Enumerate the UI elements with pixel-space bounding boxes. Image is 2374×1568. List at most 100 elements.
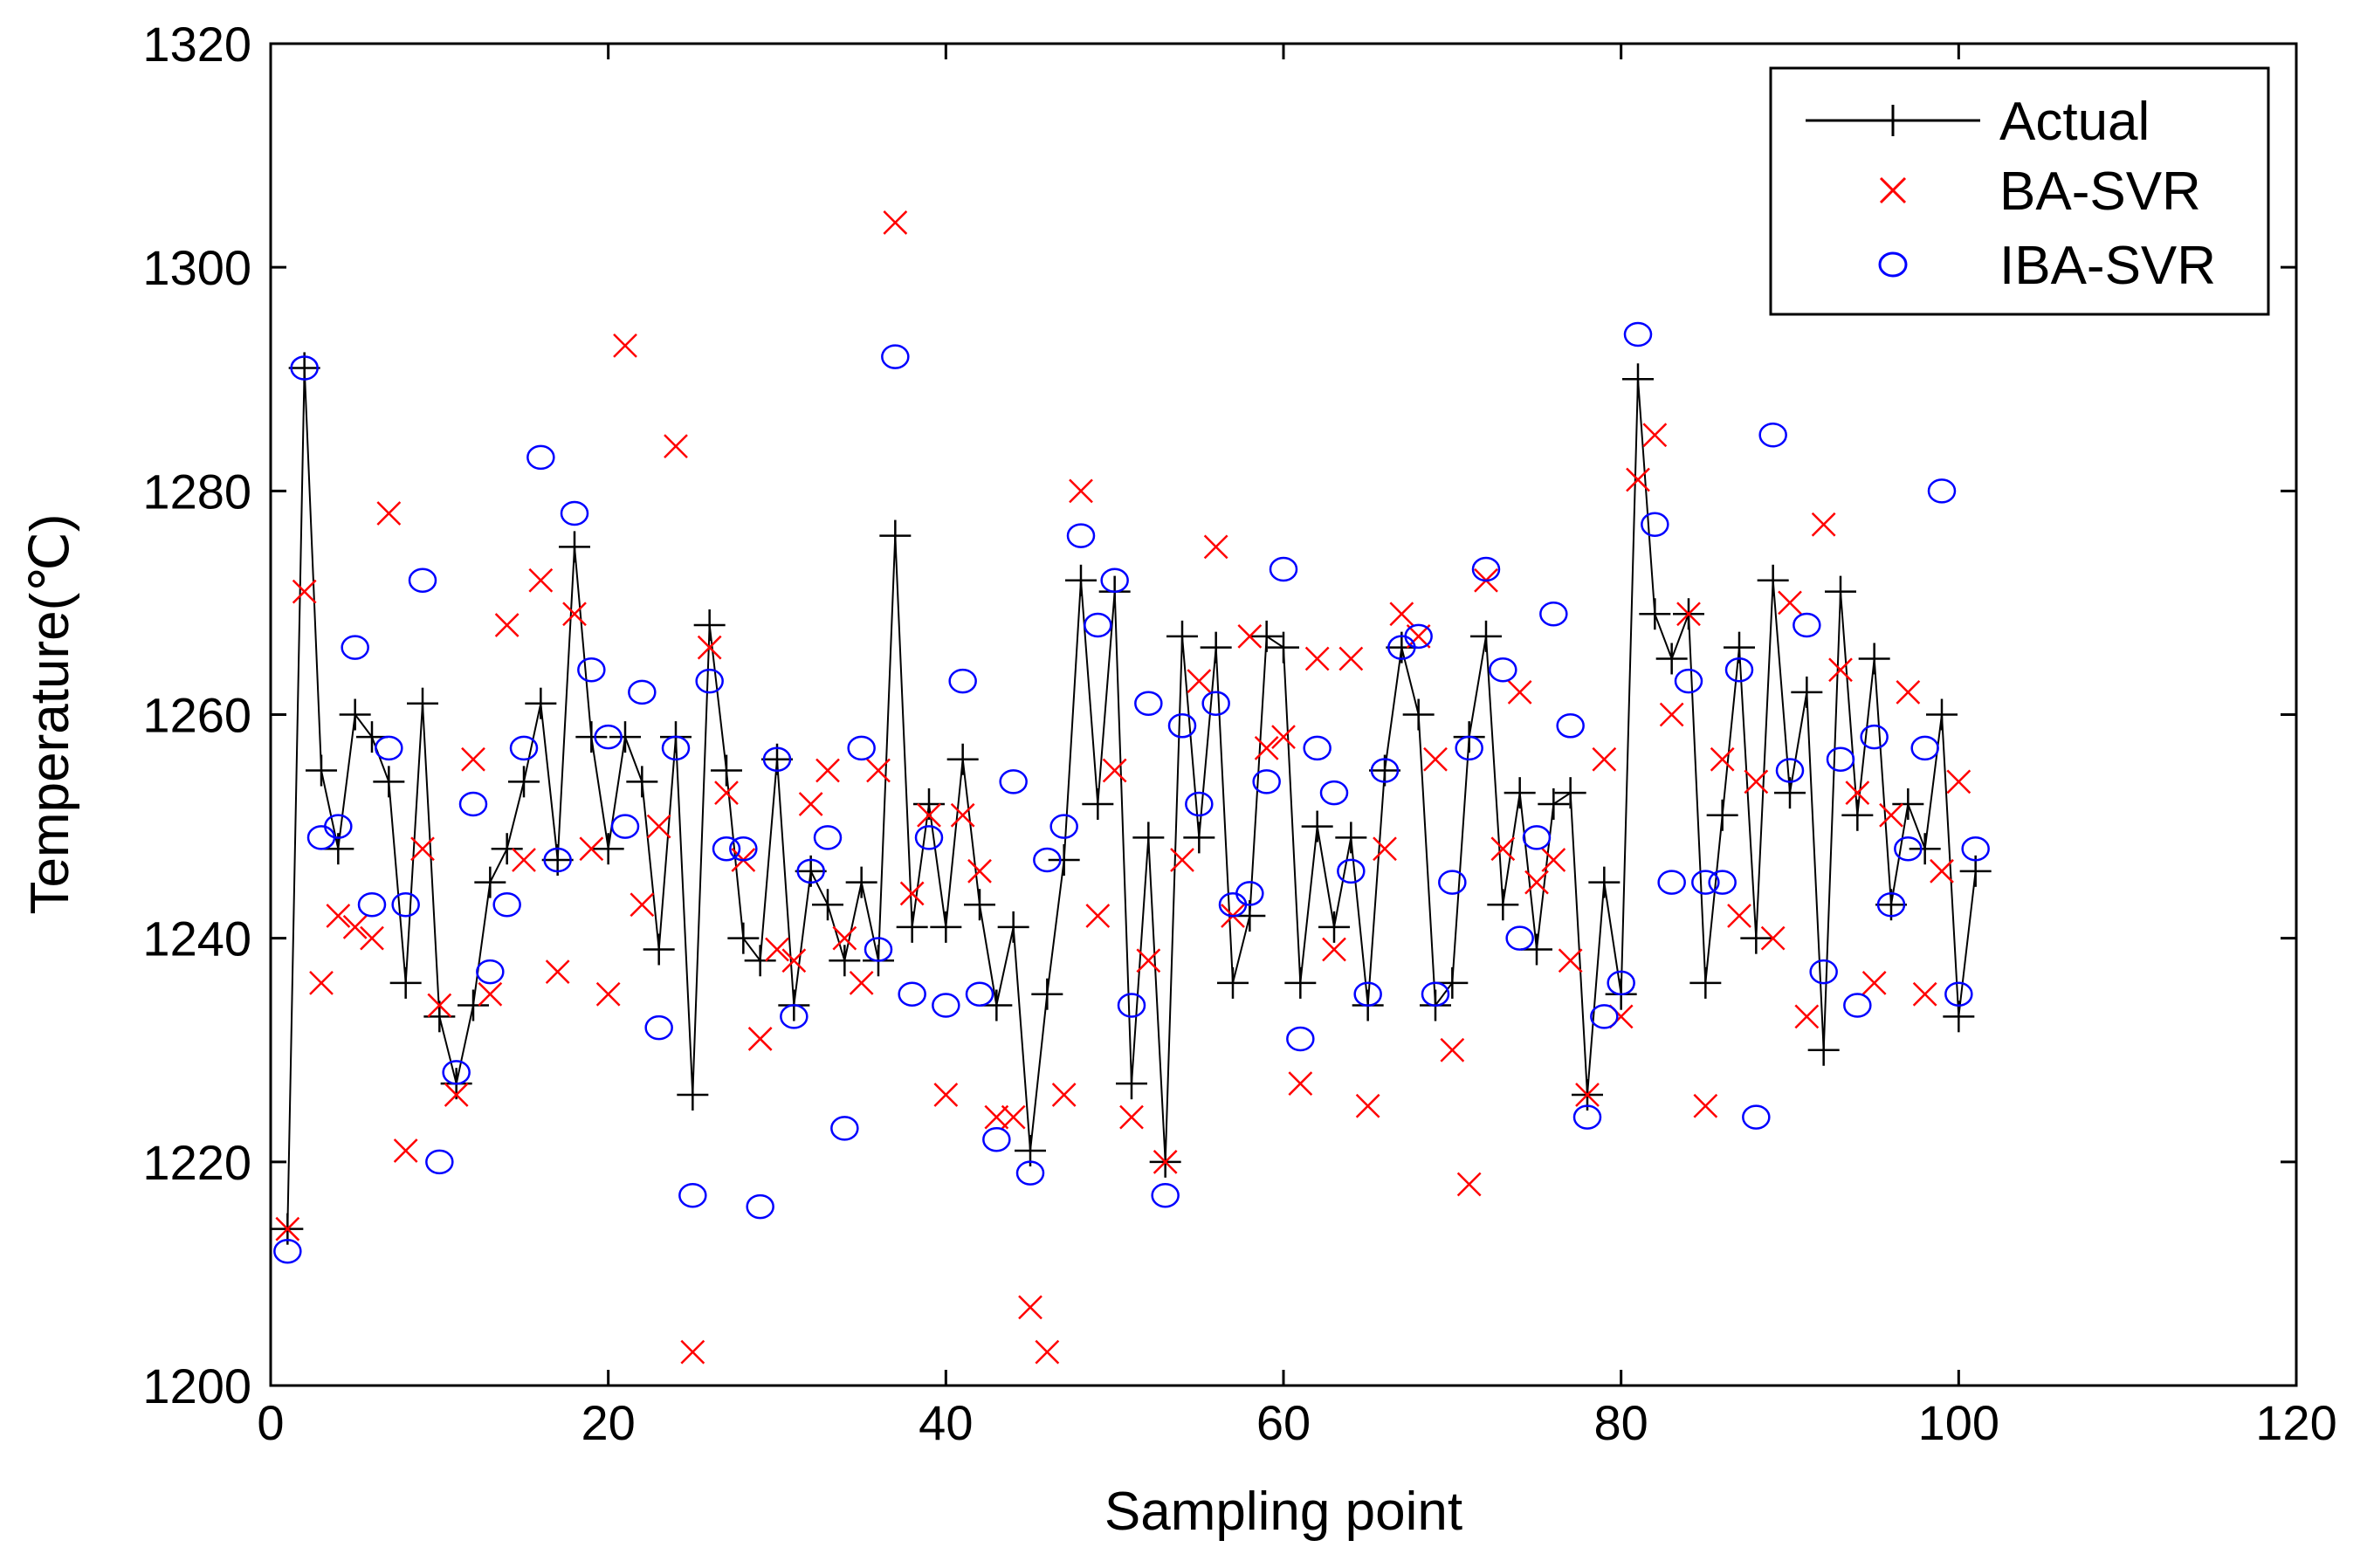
ba-svr-point (1373, 836, 1397, 862)
ba-svr-marker-b (562, 602, 587, 627)
actual-point (1504, 777, 1536, 809)
actual-point (1250, 620, 1283, 652)
ba-svr-point (1085, 904, 1111, 928)
actual-point (407, 687, 438, 719)
actual-point (896, 911, 928, 943)
actual-point (356, 721, 388, 753)
ba-svr-marker-b (512, 848, 536, 872)
iba-svr-point (1252, 769, 1281, 794)
ba-svr-point (1102, 758, 1127, 783)
ba-svr-marker-b (781, 948, 807, 973)
iba-svr-point (965, 981, 994, 1007)
ba-svr-point (545, 959, 570, 984)
actual-point (306, 754, 337, 787)
actual-point (845, 866, 877, 898)
ba-svr-marker-b (595, 981, 621, 1007)
ba-svr-marker-b (630, 892, 655, 918)
ba-svr-marker-b (1304, 646, 1330, 671)
ba-svr-marker-b (697, 635, 722, 660)
ba-svr-marker-b (1035, 1339, 1060, 1365)
ba-svr-marker-b (1254, 736, 1279, 760)
iba-svr-point (1303, 735, 1332, 761)
iba-svr-point (1337, 858, 1366, 884)
y-tick-label: 1300 (142, 240, 251, 295)
actual-point (1470, 620, 1502, 652)
iba-svr-point (1370, 758, 1400, 783)
iba-svr-point (1455, 735, 1483, 761)
ba-svr-point (1828, 657, 1853, 683)
ba-svr-marker-b (1896, 679, 1921, 705)
actual-point (1284, 966, 1317, 999)
actual-point (1825, 575, 1856, 608)
iba-svr-point (1927, 478, 1957, 504)
iba-svr-point (813, 825, 843, 850)
iba-svr-point (560, 500, 589, 526)
ba-svr-marker-b (849, 971, 874, 995)
actual-point (1706, 799, 1738, 831)
ba-svr-marker-b (866, 758, 891, 783)
iba-svr-point (1775, 758, 1805, 783)
ba-svr-marker-b (478, 981, 503, 1007)
ba-svr-point (1710, 746, 1735, 772)
iba-svr-point (628, 679, 657, 705)
iba-svr-point (1894, 836, 1923, 862)
ba-svr-marker-b (1845, 781, 1870, 806)
ba-svr-marker-b (579, 836, 604, 862)
ba-svr-point (1490, 836, 1516, 862)
ba-svr-point (950, 802, 975, 828)
actual-point (559, 531, 590, 563)
iba-svr-point (577, 657, 606, 683)
ba-svr-marker-b (1271, 725, 1296, 750)
ba-svr-point (815, 758, 840, 783)
iba-svr-point (982, 1126, 1011, 1152)
actual-point (1926, 698, 1958, 731)
ba-svr-point (933, 1083, 959, 1107)
ba-svr-point (1626, 467, 1650, 492)
actual-point (1655, 643, 1688, 675)
ba-svr-marker-b (1187, 669, 1212, 693)
actual-point (1757, 564, 1789, 596)
actual-point (1048, 844, 1080, 877)
actual-point (508, 766, 540, 798)
ba-svr-marker-b (1946, 769, 1971, 794)
actual-point (1132, 822, 1165, 854)
iba-svr-point (1860, 724, 1889, 750)
ba-svr-marker-b (1507, 679, 1532, 705)
x-tick-label: 40 (919, 1395, 973, 1450)
ba-svr-point (512, 848, 536, 872)
actual-point (1217, 966, 1249, 999)
iba-svr-point (1421, 981, 1450, 1007)
ba-svr-point (1170, 848, 1194, 872)
actual-point (1689, 966, 1722, 999)
ba-svr-point (1456, 1172, 1482, 1197)
ba-svr-point (866, 758, 891, 783)
ba-svr-marker-b (883, 210, 908, 235)
ba-svr-point (646, 814, 671, 839)
actual-point (1031, 978, 1063, 1010)
ba-svr-marker-b (545, 959, 570, 984)
ba-svr-point (410, 836, 435, 862)
ba-svr-marker-b (393, 1138, 418, 1163)
ba-svr-marker-b (275, 1216, 300, 1241)
actual-point (1301, 810, 1333, 842)
ba-svr-marker-b (815, 758, 840, 783)
actual-point (1116, 1068, 1147, 1100)
actual-point (389, 966, 422, 999)
actual-point (1554, 777, 1586, 809)
actual-point (930, 911, 962, 943)
x-tick-label: 100 (1918, 1395, 1999, 1450)
ba-svr-marker-b (1355, 1093, 1380, 1118)
ba-svr-point (1524, 870, 1549, 895)
ba-svr-point (562, 602, 587, 627)
actual-point (339, 698, 371, 731)
actual-point (1740, 922, 1772, 954)
ba-svr-marker-b (1288, 1071, 1313, 1097)
ba-svr-point (275, 1216, 300, 1241)
iba-svr-point (1404, 623, 1433, 650)
ba-svr-marker-b (1861, 971, 1887, 995)
iba-svr-point (864, 937, 893, 962)
iba-svr-point (1961, 836, 1990, 862)
ba-svr-marker-b (613, 333, 637, 358)
iba-svr-point (1505, 925, 1534, 951)
ba-svr-marker-b (984, 1104, 1009, 1130)
